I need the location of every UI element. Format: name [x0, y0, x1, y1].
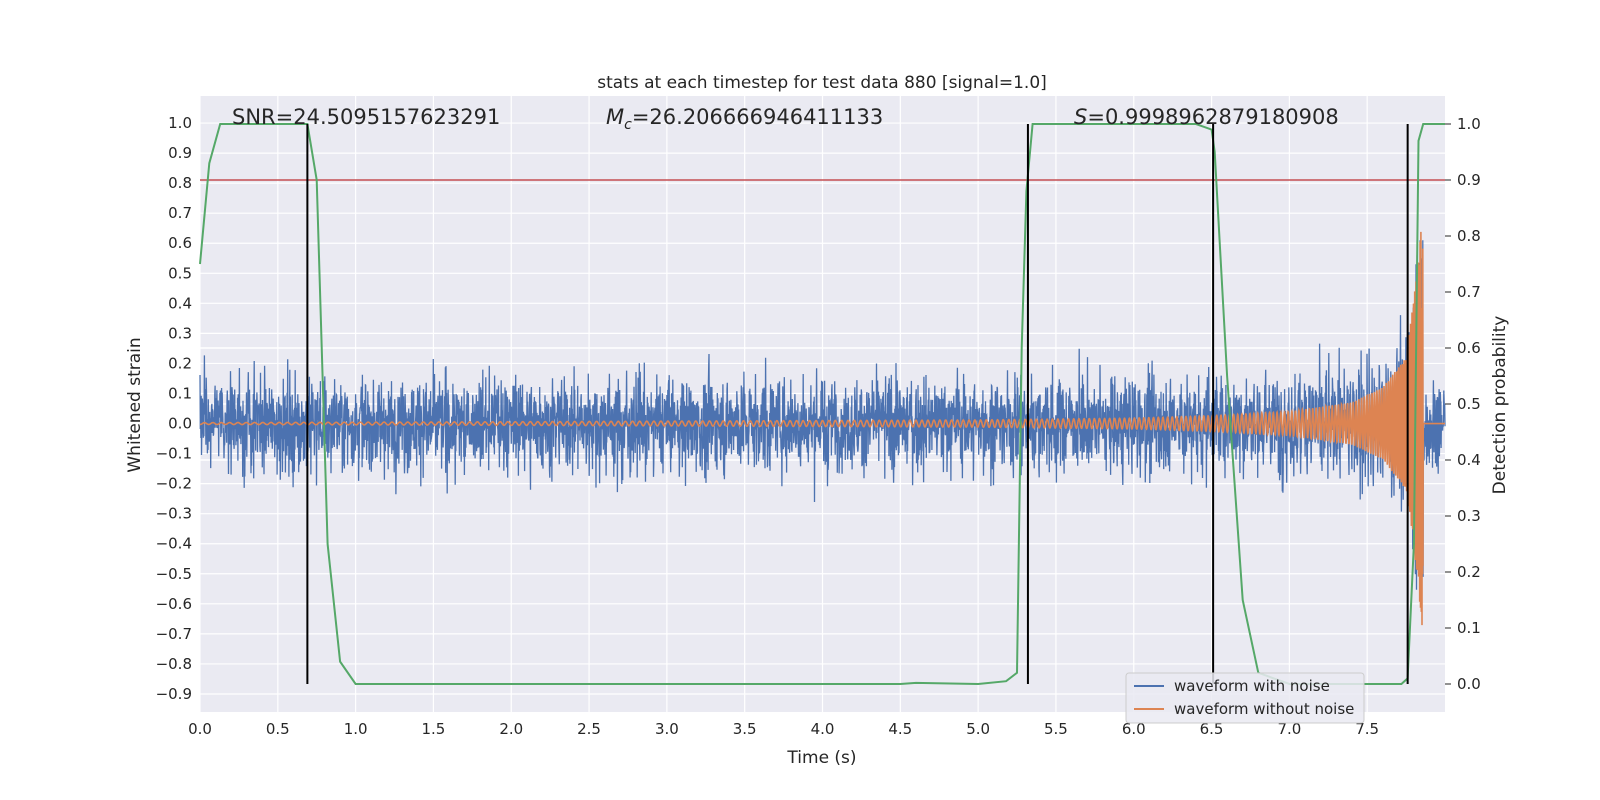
y-tick-label: 0.1 — [168, 384, 192, 402]
waveform-without-noise-line — [199, 231, 1445, 626]
chirp-mass-subscript: c — [624, 117, 632, 133]
y-axis-right-label: Detection probability — [1490, 316, 1510, 495]
x-tick-label: 7.0 — [1277, 720, 1301, 738]
y-right-tick-label: 0.7 — [1457, 283, 1481, 301]
y-tick-label: −0.3 — [156, 505, 192, 523]
y-right-tick-label: 1.0 — [1457, 115, 1481, 133]
snr-annotation: SNR=24.5095157623291 — [232, 105, 500, 129]
y-tick-label: 0.7 — [168, 204, 192, 222]
y-right-tick-label: 0.3 — [1457, 507, 1481, 525]
series-waveform-with-noise — [199, 240, 1446, 604]
detection-score-symbol: S — [1074, 105, 1087, 129]
x-tick-label: 1.5 — [422, 720, 446, 738]
y-right-tick-label: 0.8 — [1457, 227, 1481, 245]
y-tick-label: −0.7 — [156, 625, 192, 643]
x-tick-label: 5.0 — [966, 720, 990, 738]
y-tick-label: −0.8 — [156, 655, 192, 673]
series-waveform-without-noise — [199, 231, 1445, 626]
legend-label-waveform-without-noise: waveform without noise — [1174, 700, 1354, 718]
chart-title: stats at each timestep for test data 880… — [597, 73, 1047, 93]
y-axis-right-ticks: 1.0 0.9 0.8 0.7 0.6 0.5 0.4 0.3 0.2 0.1 0.0 — [1445, 115, 1481, 693]
legend-label-waveform-with-noise: waveform with noise — [1174, 677, 1330, 695]
event-lines — [306, 124, 1409, 684]
x-tick-label: 4.0 — [811, 720, 835, 738]
y-axis-label: Whitened strain — [125, 337, 145, 472]
legend-box — [1125, 672, 1365, 724]
x-tick-label: 0.0 — [188, 720, 212, 738]
legend: waveform with noise waveform without noi… — [1125, 672, 1365, 724]
y-tick-label: 0.4 — [168, 294, 192, 312]
y-axis-ticks: 1.0 0.9 0.8 0.7 0.6 0.5 0.4 0.3 0.2 0.1 0.0 −0.1 −0.… — [156, 114, 192, 703]
y-tick-label: 0.0 — [168, 415, 192, 433]
x-axis-label: Time (s) — [786, 748, 856, 768]
y-tick-label: −0.2 — [156, 475, 192, 493]
y-right-tick-label: 0.2 — [1457, 563, 1481, 581]
x-tick-label: 2.0 — [499, 720, 523, 738]
x-tick-label: 4.5 — [888, 720, 912, 738]
y-right-tick-label: 0.6 — [1457, 339, 1481, 357]
y-right-tick-label: 0.0 — [1457, 675, 1481, 693]
x-tick-label: 6.0 — [1122, 720, 1146, 738]
y-tick-label: 0.3 — [168, 324, 192, 342]
y-tick-label: 0.2 — [168, 354, 192, 372]
y-right-tick-label: 0.5 — [1457, 395, 1481, 413]
x-tick-label: 5.5 — [1044, 720, 1068, 738]
x-tick-label: 3.0 — [655, 720, 679, 738]
y-tick-label: 0.8 — [168, 174, 192, 192]
chirp-mass-annotation: Mc=26.206666946411133 — [606, 105, 883, 133]
x-tick-label: 6.5 — [1200, 720, 1224, 738]
detection-score-value: =0.9998962879180908 — [1087, 105, 1338, 129]
y-tick-label: 0.9 — [168, 144, 192, 162]
y-tick-label: −0.9 — [156, 685, 192, 703]
detection-probability-line — [199, 123, 1445, 686]
y-tick-label: 0.5 — [168, 264, 192, 282]
x-tick-label: 3.5 — [733, 720, 757, 738]
x-tick-label: 0.5 — [266, 720, 290, 738]
chirp-mass-value: =26.206666946411133 — [632, 105, 883, 129]
x-tick-label: 7.5 — [1355, 720, 1379, 738]
y-tick-label: −0.4 — [156, 535, 192, 553]
x-tick-label: 1.0 — [344, 720, 368, 738]
y-tick-label: −0.6 — [156, 595, 192, 613]
y-right-tick-label: 0.9 — [1457, 171, 1481, 189]
y-tick-label: −0.5 — [156, 565, 192, 583]
y-tick-label: 0.6 — [168, 234, 192, 252]
y-right-tick-label: 0.4 — [1457, 451, 1481, 469]
chirp-mass-symbol: M — [606, 105, 624, 129]
x-axis-ticks: 0.0 0.5 1.0 1.5 2.0 2.5 3.0 3.5 4.0 4.5 5.0 5.5 6.0 6… — [188, 720, 1379, 738]
detection-score-annotation: S=0.9998962879180908 — [1074, 105, 1339, 129]
y-tick-label: 1.0 — [168, 114, 192, 132]
y-right-tick-label: 0.1 — [1457, 619, 1481, 637]
waveform-with-noise-line — [199, 240, 1446, 604]
y-tick-label: −0.1 — [156, 445, 192, 463]
x-tick-label: 2.5 — [577, 720, 601, 738]
